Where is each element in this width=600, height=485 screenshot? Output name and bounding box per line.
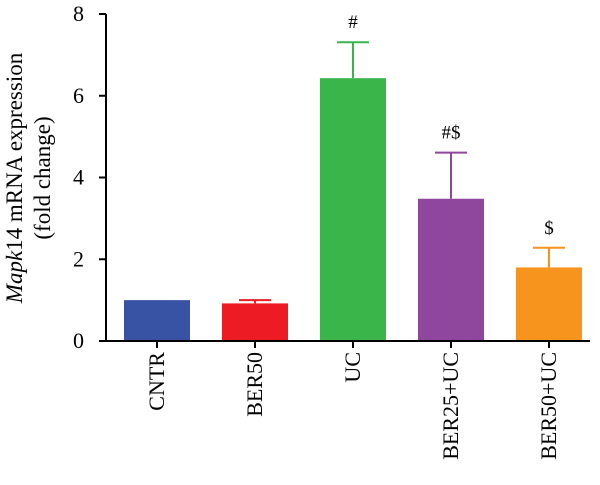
plot-area: CNTR BER50 # UC #$ BER25+UC $ BER50+UC 0 2 4 6 8 bbox=[73, 1, 590, 460]
y-axis-title-gene: Mapk bbox=[2, 250, 27, 304]
y-tick-label-4: 8 bbox=[73, 1, 84, 26]
x-tick-label-1: BER50 bbox=[242, 352, 267, 417]
bar-0 bbox=[124, 300, 190, 341]
x-tick-label-3: BER25+UC bbox=[438, 352, 463, 460]
x-tick-label-4: BER50+UC bbox=[536, 352, 561, 460]
bar-3 bbox=[418, 198, 484, 341]
y-tick-label-3: 6 bbox=[73, 83, 84, 108]
bar-4 bbox=[516, 267, 582, 341]
y-axis-title-rest: 14 mRNA expression bbox=[2, 52, 27, 251]
y-tick-label-0: 0 bbox=[73, 328, 84, 353]
y-tick-label-2: 4 bbox=[73, 165, 84, 190]
y-tick-label-1: 2 bbox=[73, 246, 84, 271]
significance-label-2: # bbox=[348, 12, 358, 33]
bar-2 bbox=[320, 78, 386, 341]
bar-1 bbox=[222, 303, 288, 341]
y-axis-title-line2: (fold change) bbox=[30, 116, 55, 239]
x-tick-label-0: CNTR bbox=[144, 352, 169, 411]
significance-label-3: #$ bbox=[442, 123, 461, 144]
x-tick-label-2: UC bbox=[340, 352, 365, 383]
significance-label-4: $ bbox=[544, 218, 554, 239]
y-axis-title: Mapk14 mRNA expression bbox=[2, 52, 27, 304]
